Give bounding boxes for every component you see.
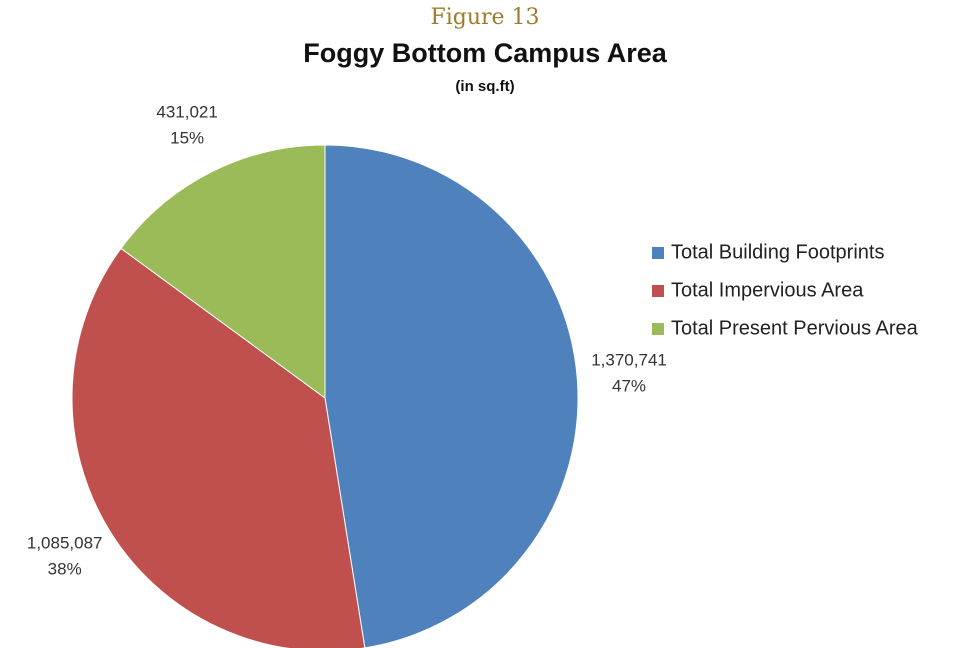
percentage-label: 38%: [48, 559, 82, 578]
value-label: 1,085,087: [27, 533, 103, 552]
legend-swatch: [652, 323, 664, 335]
legend-swatch: [652, 247, 664, 259]
pie-slice: [120, 144, 326, 399]
chart-title: Foggy Bottom Campus Area: [303, 38, 668, 68]
legend-label: Total Impervious Area: [671, 279, 864, 301]
pie-slice: [324, 144, 579, 648]
chart-subtitle: (in sq.ft): [455, 78, 514, 95]
figure-label: Figure 13: [430, 5, 539, 30]
legend-label: Total Present Pervious Area: [671, 317, 919, 339]
legend-swatch: [652, 285, 664, 297]
pie-slice: [71, 247, 366, 648]
percentage-label: 47%: [612, 376, 646, 395]
value-label: 431,021: [156, 102, 217, 121]
percentage-label: 15%: [170, 128, 204, 147]
legend-label: Total Building Footprints: [671, 241, 884, 263]
value-label: 1,370,741: [591, 350, 667, 369]
